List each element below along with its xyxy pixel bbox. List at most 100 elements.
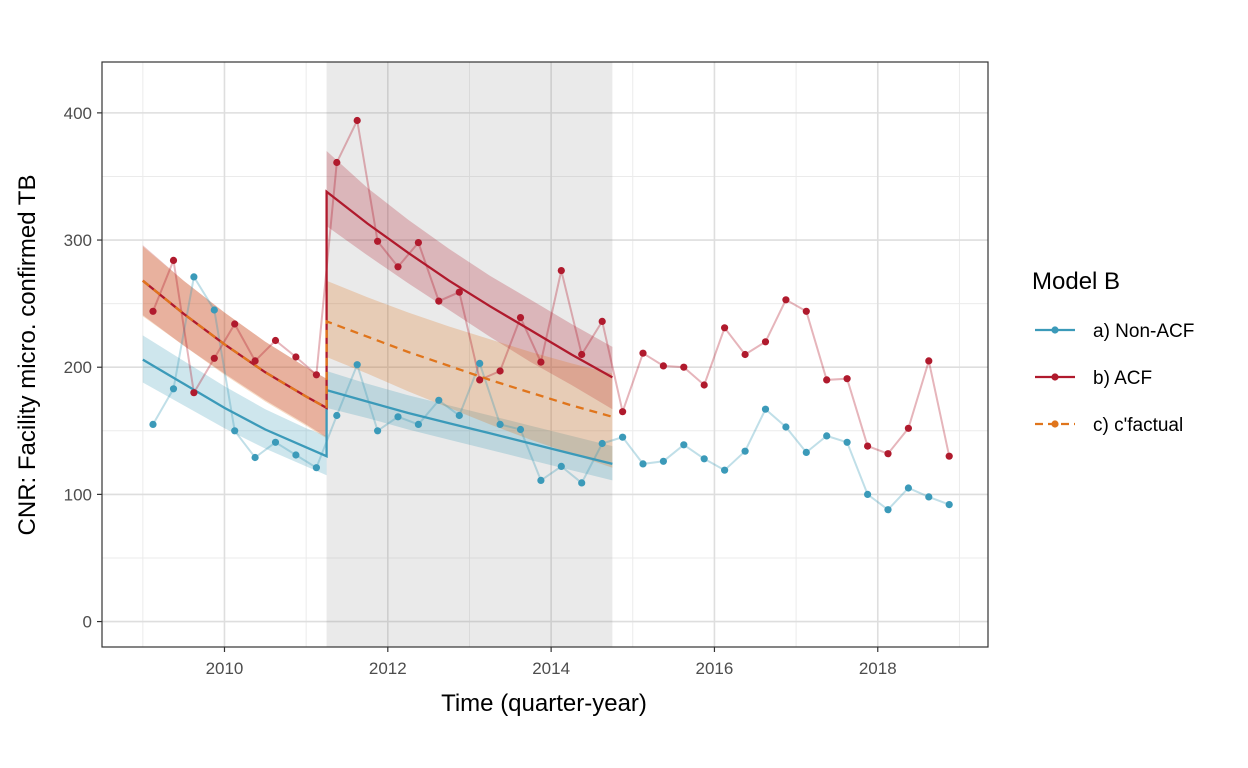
data-point <box>251 357 259 365</box>
data-point <box>374 427 382 435</box>
data-point <box>680 441 688 449</box>
legend-point <box>1051 326 1059 334</box>
legend-point <box>1051 373 1059 381</box>
data-point <box>476 376 484 384</box>
data-point <box>496 367 504 375</box>
data-point <box>312 464 320 472</box>
data-point <box>884 506 892 514</box>
data-point <box>659 362 668 370</box>
panel-border <box>101 61 989 648</box>
data-point <box>864 442 872 450</box>
data-point <box>843 438 851 446</box>
data-point <box>251 453 259 462</box>
data-point <box>476 359 484 367</box>
ribbon-post <box>326 280 613 468</box>
data-point <box>169 385 178 393</box>
data-point <box>761 405 770 413</box>
data-point <box>414 420 422 428</box>
data-point <box>619 408 627 416</box>
data-point <box>292 451 300 459</box>
data-point <box>374 237 382 245</box>
data-point <box>945 501 953 509</box>
fitted-line <box>142 189 613 410</box>
data-point <box>435 297 443 305</box>
data-point <box>700 381 708 389</box>
data-point <box>414 239 422 247</box>
data-point <box>516 314 525 322</box>
x-tick-label: 2010 <box>206 659 244 678</box>
data-point <box>925 357 933 365</box>
y-tick-label: 400 <box>64 104 92 123</box>
data-point <box>782 423 790 431</box>
x-tick-label: 2014 <box>532 659 570 678</box>
axis-ticks: 2010 2012 2014 2016 2018 0 100 200 300 400 <box>64 104 897 678</box>
y-tick-label: 0 <box>83 613 92 632</box>
data-point <box>864 490 872 498</box>
confidence-ribbons <box>142 151 613 481</box>
data-point <box>639 349 647 357</box>
data-point <box>455 288 463 296</box>
data-point <box>496 420 504 428</box>
data-point <box>333 158 341 167</box>
data-point <box>904 424 913 432</box>
data-point <box>435 396 443 404</box>
data-point <box>700 455 708 463</box>
x-tick-label: 2012 <box>369 659 407 678</box>
data-point <box>455 411 463 420</box>
data-point <box>904 484 913 492</box>
data-point <box>721 324 729 332</box>
data-point <box>721 466 729 474</box>
data-point <box>598 439 606 448</box>
y-tick-label: 100 <box>64 485 92 504</box>
fitted-line <box>142 358 613 466</box>
data-point <box>210 354 218 362</box>
data-point <box>802 448 810 456</box>
legend-title: Model B <box>1032 268 1120 295</box>
y-tick-label: 300 <box>64 231 92 250</box>
data-point <box>271 438 280 446</box>
data-point <box>802 307 810 315</box>
data-point <box>149 307 157 315</box>
data-point <box>353 361 361 369</box>
data-point <box>312 371 320 379</box>
legend-point <box>1051 420 1059 428</box>
ribbon-pre <box>142 246 327 439</box>
legend-label: a) Non-ACF <box>1093 321 1194 342</box>
data-point <box>537 476 545 484</box>
intervention-period-shading <box>326 62 613 647</box>
data-point <box>333 411 341 420</box>
ribbon-pre <box>142 245 327 438</box>
fitted-line <box>142 279 613 418</box>
ribbon-pre <box>142 335 327 476</box>
x-tick-label: 2016 <box>696 659 734 678</box>
data-point <box>231 427 239 435</box>
data-point <box>741 447 749 455</box>
data-point <box>149 420 157 428</box>
observed-line <box>152 274 950 512</box>
data-point <box>884 450 892 458</box>
legend-label: b) ACF <box>1093 368 1152 389</box>
observed-line <box>152 117 951 457</box>
data-point <box>741 350 749 359</box>
gridlines <box>102 62 988 647</box>
ribbon-post <box>326 151 613 410</box>
data-point <box>394 413 402 421</box>
data-point <box>353 116 361 125</box>
data-point <box>598 317 606 325</box>
fitted-lines <box>142 189 613 466</box>
data-point <box>578 479 586 487</box>
observed-points <box>149 116 953 514</box>
data-point <box>639 460 647 468</box>
legend: Model B a) Non-ACF b) ACF c) c'factual <box>1032 268 1194 436</box>
y-axis-title: CNR: Facility micro. confirmed TB <box>14 175 41 536</box>
observed-lines <box>152 117 951 512</box>
data-point <box>761 338 770 346</box>
x-axis-title: Time (quarter-year) <box>441 690 647 717</box>
data-point <box>680 363 688 371</box>
data-point <box>843 375 851 383</box>
data-point <box>190 273 198 281</box>
data-point <box>231 320 239 328</box>
data-point <box>945 452 953 460</box>
data-point <box>271 336 280 345</box>
